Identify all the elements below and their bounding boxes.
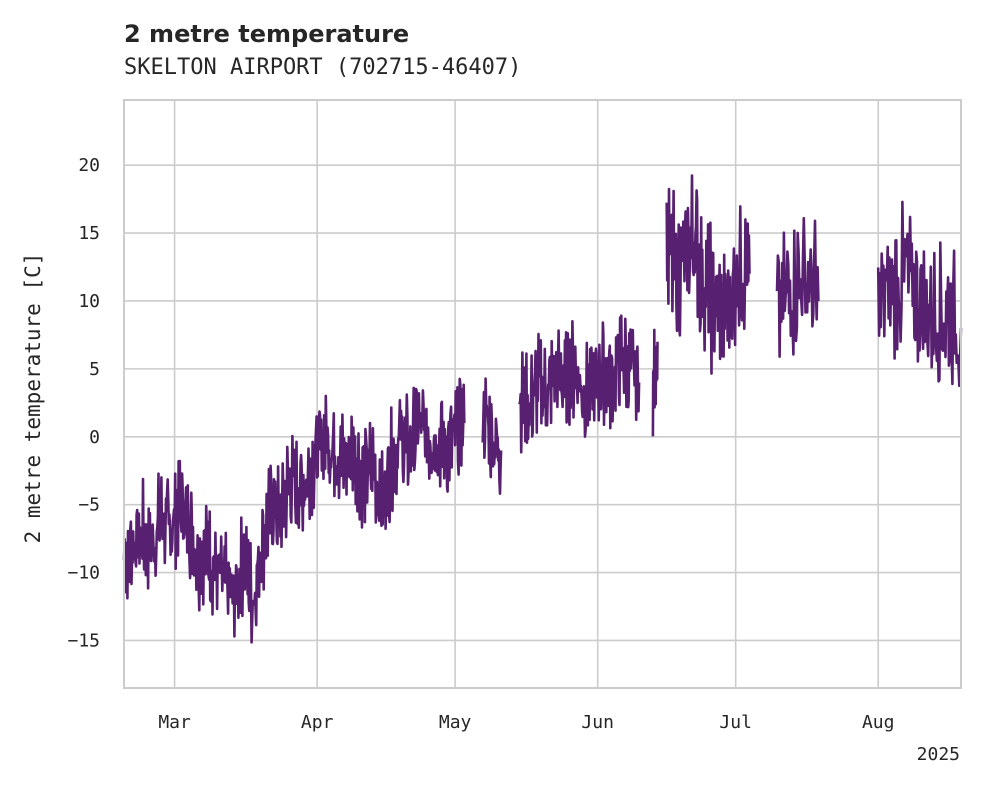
- x-tick-label: Mar: [158, 712, 191, 733]
- temperature-line-segment: [481, 377, 503, 495]
- y-tick-label: 20: [78, 155, 100, 176]
- y-tick-label: −10: [67, 563, 100, 584]
- x-tick-label: Aug: [862, 712, 895, 733]
- temperature-line-segment: [651, 328, 659, 437]
- plot-frame: [123, 99, 962, 689]
- temperature-series: [122, 174, 963, 644]
- temperature-line-segment: [876, 200, 963, 388]
- year-label: 2025: [917, 744, 960, 765]
- chart-title: 2 metre temperature: [124, 20, 409, 48]
- temperature-line-segment: [122, 377, 466, 644]
- y-tick-label: 5: [89, 359, 100, 380]
- y-tick-label: 10: [78, 291, 100, 312]
- x-tick-label: Jun: [581, 712, 614, 733]
- temperature-line-segment: [665, 174, 751, 375]
- y-tick-label: −5: [78, 495, 100, 516]
- x-tick-label: Apr: [301, 712, 334, 733]
- chart-subtitle: SKELTON AIRPORT (702715-46407): [124, 55, 521, 80]
- y-tick-label: 0: [89, 427, 100, 448]
- y-axis: −15 −10 −5 0 5 10 15 20: [67, 155, 100, 651]
- y-tick-label: −15: [67, 630, 100, 651]
- x-axis: Mar Apr May Jun Jul Aug: [158, 712, 894, 733]
- y-tick-label: 15: [78, 223, 100, 244]
- x-tick-label: May: [439, 712, 472, 733]
- grid: [124, 100, 961, 688]
- y-axis-label: 2 metre temperature [C]: [21, 253, 45, 544]
- temperature-line-segment: [518, 314, 641, 454]
- x-tick-label: Jul: [719, 712, 752, 733]
- temperature-line-segment: [775, 216, 820, 358]
